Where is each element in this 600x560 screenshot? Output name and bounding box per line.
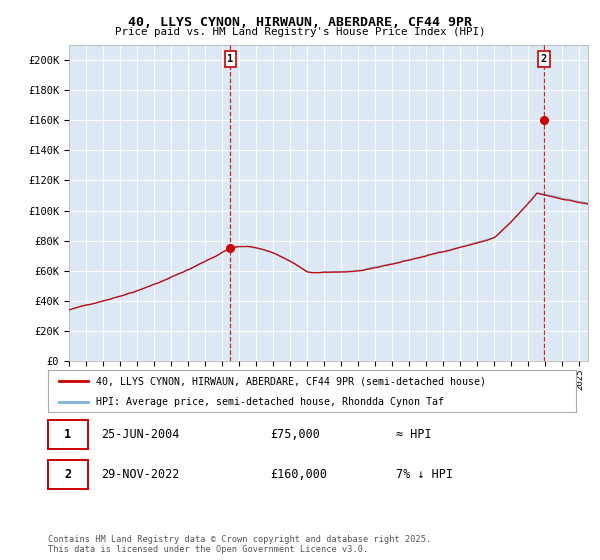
Text: 29-NOV-2022: 29-NOV-2022: [101, 468, 179, 480]
Text: ≈ HPI: ≈ HPI: [397, 428, 432, 441]
Text: £160,000: £160,000: [270, 468, 327, 480]
Text: 40, LLYS CYNON, HIRWAUN, ABERDARE, CF44 9PR (semi-detached house): 40, LLYS CYNON, HIRWAUN, ABERDARE, CF44 …: [95, 376, 485, 386]
Text: 2: 2: [64, 468, 71, 480]
Text: 1: 1: [227, 54, 233, 64]
FancyBboxPatch shape: [48, 421, 88, 449]
Text: 1: 1: [64, 428, 71, 441]
Text: 40, LLYS CYNON, HIRWAUN, ABERDARE, CF44 9PR: 40, LLYS CYNON, HIRWAUN, ABERDARE, CF44 …: [128, 16, 472, 29]
Text: HPI: Average price, semi-detached house, Rhondda Cynon Taf: HPI: Average price, semi-detached house,…: [95, 398, 443, 407]
Text: 2: 2: [541, 54, 547, 64]
Text: Price paid vs. HM Land Registry's House Price Index (HPI): Price paid vs. HM Land Registry's House …: [115, 27, 485, 37]
Text: Contains HM Land Registry data © Crown copyright and database right 2025.
This d: Contains HM Land Registry data © Crown c…: [48, 535, 431, 554]
FancyBboxPatch shape: [48, 460, 88, 488]
Text: 7% ↓ HPI: 7% ↓ HPI: [397, 468, 454, 480]
Text: 25-JUN-2004: 25-JUN-2004: [101, 428, 179, 441]
Text: £75,000: £75,000: [270, 428, 320, 441]
